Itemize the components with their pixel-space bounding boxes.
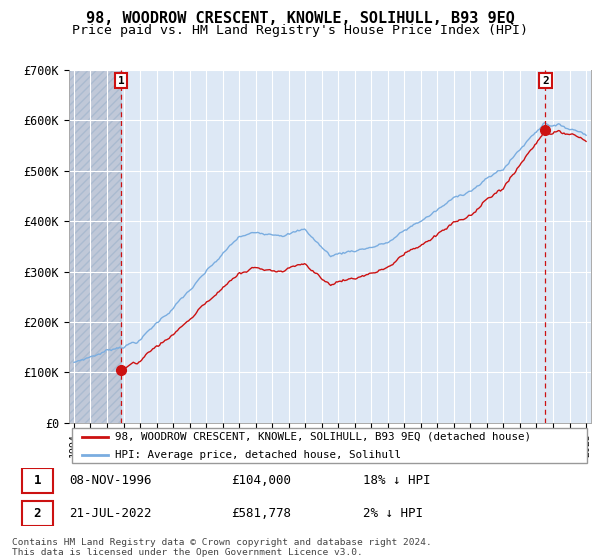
Text: £104,000: £104,000 [231,474,291,487]
Text: Price paid vs. HM Land Registry's House Price Index (HPI): Price paid vs. HM Land Registry's House … [72,24,528,36]
FancyBboxPatch shape [22,501,53,526]
Text: £581,778: £581,778 [231,507,291,520]
Text: Contains HM Land Registry data © Crown copyright and database right 2024.
This d: Contains HM Land Registry data © Crown c… [12,538,432,557]
Bar [69,70,121,423]
Text: 18% ↓ HPI: 18% ↓ HPI [364,474,431,487]
Text: 2: 2 [542,76,549,86]
Text: 21-JUL-2022: 21-JUL-2022 [70,507,152,520]
Text: 1: 1 [118,76,125,86]
Text: HPI: Average price, detached house, Solihull: HPI: Average price, detached house, Soli… [115,450,401,460]
Bar [69,70,121,423]
Text: 2% ↓ HPI: 2% ↓ HPI [364,507,424,520]
FancyBboxPatch shape [71,428,587,463]
Text: 08-NOV-1996: 08-NOV-1996 [70,474,152,487]
Text: 98, WOODROW CRESCENT, KNOWLE, SOLIHULL, B93 9EQ: 98, WOODROW CRESCENT, KNOWLE, SOLIHULL, … [86,11,514,26]
FancyBboxPatch shape [22,468,53,493]
Text: 2: 2 [34,507,41,520]
Text: 1: 1 [34,474,41,487]
Text: 98, WOODROW CRESCENT, KNOWLE, SOLIHULL, B93 9EQ (detached house): 98, WOODROW CRESCENT, KNOWLE, SOLIHULL, … [115,432,531,442]
